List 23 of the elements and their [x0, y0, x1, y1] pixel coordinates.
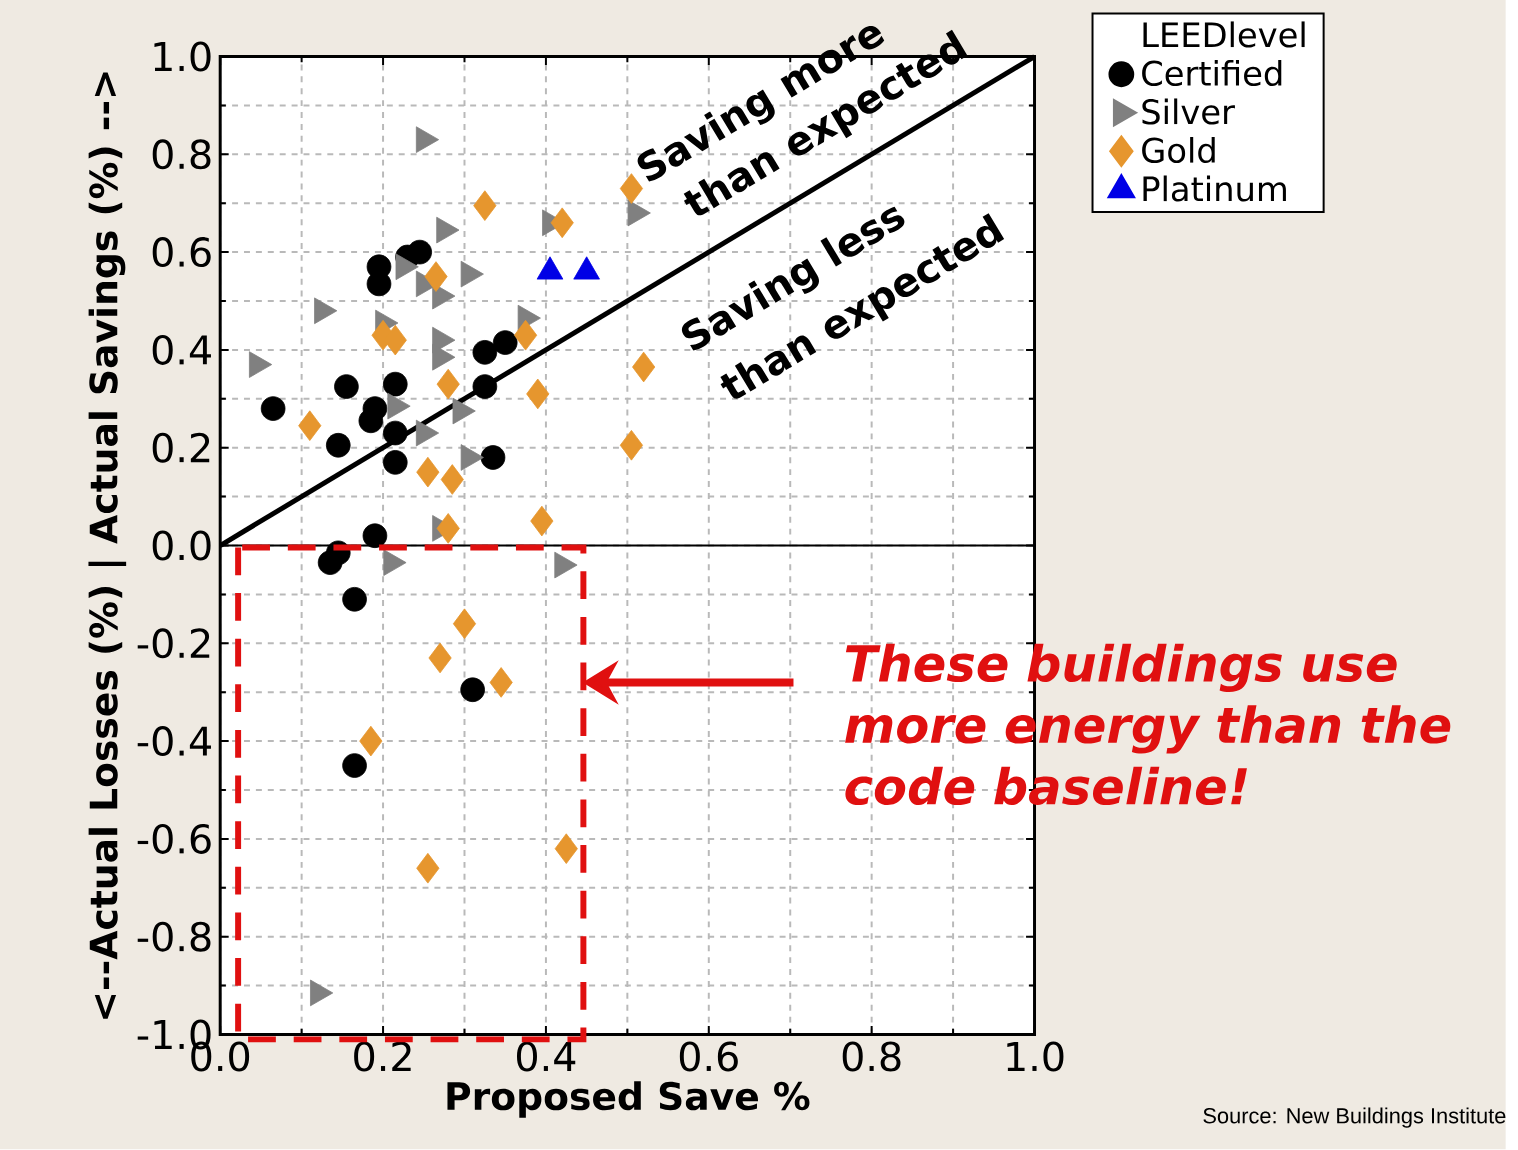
legend-label: Platinum — [1143, 175, 1286, 202]
y-tick-label: -0.4 — [137, 726, 211, 757]
y-tick-label: 1.0 — [154, 41, 211, 72]
y-tick-label: 0.0 — [152, 530, 211, 561]
x-tick-label: 1.0 — [1007, 1041, 1064, 1072]
x-axis-title: Proposed Save % — [447, 1081, 810, 1118]
y-tick-label: 0.8 — [152, 139, 211, 170]
y-tick-label: 0.6 — [152, 237, 211, 268]
y-tick-label: -0.6 — [137, 824, 211, 855]
y-tick-label: -0.8 — [137, 921, 211, 952]
legend-label: Gold — [1142, 137, 1215, 164]
x-tick-label: 0.6 — [679, 1041, 738, 1072]
y-tick-label: -0.2 — [137, 628, 210, 659]
source-note: Source: New Buildings Institute — [1203, 1107, 1506, 1128]
y-tick-label: 0.2 — [152, 432, 210, 463]
x-tick-label: 0.8 — [842, 1041, 901, 1072]
legend-label: Certified — [1142, 60, 1282, 87]
legend-title: LEEDlevel — [1143, 21, 1305, 48]
y-tick-label: 0.4 — [152, 335, 211, 366]
x-tick-label: 0.4 — [516, 1041, 576, 1072]
x-tick-label: 0.2 — [354, 1041, 411, 1072]
y-axis-title: <--Actual Losses (%) | Actual Savings (%) --> — [88, 72, 127, 1019]
legend-label: Silver — [1142, 98, 1235, 125]
